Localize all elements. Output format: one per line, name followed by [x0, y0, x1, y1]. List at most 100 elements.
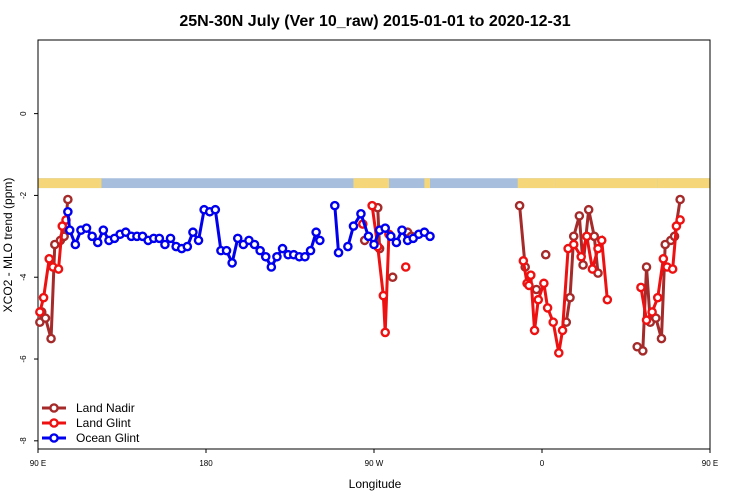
data-point-2-34 [249, 239, 260, 250]
data-point-2-1 [64, 225, 75, 235]
land-ocean-strip [38, 178, 710, 189]
y-tick-label-0: 0 [19, 111, 28, 116]
data-point-0-19 [565, 292, 575, 303]
data-point-1-19 [533, 294, 544, 305]
data-point-1-29 [587, 264, 598, 274]
y-axis-label: XCO2 - MLO trend (ppm) [1, 178, 15, 313]
data-point-0-35 [675, 194, 685, 205]
data-point-2-38 [272, 251, 282, 262]
data-point-1-27 [576, 251, 587, 262]
data-point-2-19 [165, 233, 176, 244]
data-point-1-33 [636, 282, 646, 293]
series-land-nadir [35, 194, 685, 356]
data-point-0-2 [40, 313, 51, 323]
data-point-1-14 [518, 256, 529, 266]
data-point-2-43 [300, 251, 310, 262]
data-point-1-24 [557, 325, 568, 336]
series-ocean-glint [63, 200, 435, 272]
data-point-2-30 [227, 258, 237, 268]
legend-marker-1 [49, 418, 59, 428]
data-point-0-31 [656, 333, 667, 344]
data-point-2-57 [391, 237, 402, 248]
legend-marker-2 [49, 433, 59, 443]
axis-ticks: 90 E 180 90 W 0 90 E 0 -2 -4 -6 -8 [19, 111, 718, 468]
data-point-0-23 [583, 204, 594, 215]
data-point-2-51 [356, 209, 366, 219]
data-point-1-35 [647, 307, 657, 317]
land-band-4 [555, 178, 658, 189]
data-point-2-23 [188, 227, 198, 238]
land-band-0 [38, 178, 102, 189]
data-point-2-45 [311, 227, 321, 238]
data-point-1-13 [400, 262, 411, 272]
x-tick-label-1: 180 [199, 459, 213, 468]
data-point-0-27 [638, 346, 648, 356]
data-point-0-16 [531, 284, 542, 295]
data-point-1-30 [593, 243, 603, 254]
land-band-2 [424, 178, 430, 189]
data-point-2-7 [98, 225, 109, 235]
data-point-1-36 [652, 292, 663, 303]
data-point-2-56 [385, 231, 396, 242]
x-axis-label: Longitude [349, 477, 402, 491]
legend-label-0: Land Nadir [76, 401, 135, 415]
data-point-2-36 [260, 251, 271, 262]
data-point-1-34 [641, 315, 652, 325]
data-point-1-18 [529, 325, 540, 336]
legend-label-1: Land Glint [76, 416, 131, 430]
data-point-2-31 [232, 233, 243, 244]
data-point-2-27 [210, 204, 221, 215]
data-point-1-17 [526, 270, 536, 280]
data-point-2-47 [329, 200, 340, 211]
data-point-1-41 [675, 215, 685, 225]
data-point-1-1 [38, 292, 49, 303]
data-point-0-24 [589, 231, 600, 242]
chart-title: 25N-30N July (Ver 10_raw) 2015-01-01 to … [179, 13, 570, 30]
land-band-1 [353, 178, 389, 189]
y-tick-label-4: -8 [19, 437, 28, 445]
data-point-0-14 [514, 200, 525, 211]
x-tick-label-4: 90 E [702, 459, 718, 468]
y-tick-label-3: -6 [19, 355, 28, 363]
data-point-0-21 [574, 211, 585, 221]
data-point-2-18 [160, 239, 170, 250]
data-point-2-35 [255, 245, 265, 256]
land-band-3 [517, 178, 556, 189]
legend-label-2: Ocean Glint [76, 431, 140, 445]
data-point-1-39 [667, 264, 678, 274]
x-tick-label-0: 90 E [30, 459, 46, 468]
data-point-0-11 [387, 272, 398, 283]
data-point-1-16 [524, 280, 534, 291]
data-point-2-24 [193, 235, 204, 246]
data-point-2-55 [380, 223, 391, 233]
data-point-0-22 [578, 260, 588, 270]
data-point-0-3 [46, 333, 56, 344]
data-point-1-2 [44, 254, 55, 264]
y-tick-label-1: -2 [19, 191, 28, 199]
data-point-2-5 [87, 231, 97, 242]
land-band-5 [657, 178, 710, 189]
data-point-2-44 [305, 245, 316, 256]
data-point-0-7 [63, 194, 73, 205]
data-point-1-10 [378, 290, 389, 301]
data-point-2-37 [266, 262, 277, 272]
data-point-2-0 [63, 206, 73, 217]
legend-marker-0 [49, 403, 59, 413]
data-point-0-20 [568, 231, 579, 242]
data-point-2-4 [81, 223, 92, 233]
data-point-2-50 [348, 221, 359, 231]
data-point-2-63 [425, 231, 435, 242]
data-point-2-52 [363, 231, 374, 242]
data-point-2-39 [277, 243, 288, 254]
data-point-2-53 [369, 239, 379, 250]
data-point-2-17 [154, 233, 165, 244]
data-point-0-28 [641, 262, 652, 272]
series-line-2-1 [333, 205, 341, 253]
data-point-1-37 [658, 254, 669, 264]
data-point-2-46 [315, 235, 325, 246]
data-point-1-4 [53, 264, 64, 274]
series-layer [35, 194, 685, 358]
data-point-1-32 [602, 294, 613, 305]
